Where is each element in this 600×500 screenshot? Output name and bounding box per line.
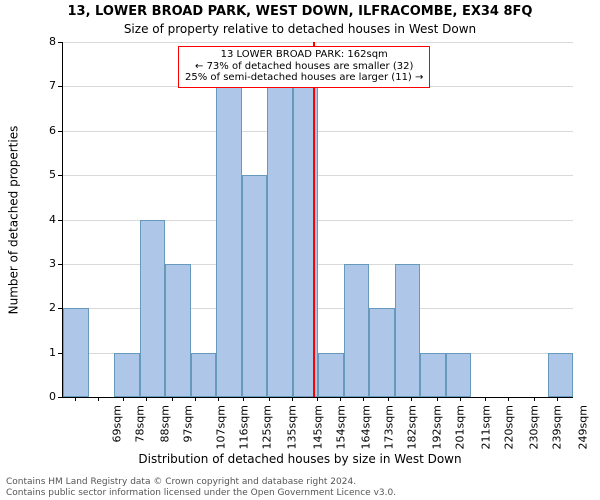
xtick-label: 78sqm [133,405,146,442]
ytick-label: 3 [16,257,56,270]
ytick-label: 1 [16,346,56,359]
xtick-label: 135sqm [285,405,298,449]
xtick-mark [411,397,412,401]
ytick-label: 2 [16,301,56,314]
xtick-mark [508,397,509,401]
xtick-mark [243,397,244,401]
xtick-mark [75,397,76,401]
xtick-label: 201sqm [454,405,467,449]
ytick-label: 6 [16,124,56,137]
xtick-mark [172,397,173,401]
ytick-mark [58,397,62,398]
chart-subtitle: Size of property relative to detached ho… [0,22,600,36]
histogram-bar [216,86,242,397]
xtick-mark [98,397,99,401]
ytick-mark [58,131,62,132]
xtick-mark [269,397,270,401]
xtick-mark [534,397,535,401]
ytick-mark [58,42,62,43]
chart-title: 13, LOWER BROAD PARK, WEST DOWN, ILFRACO… [0,4,600,19]
ytick-label: 8 [16,35,56,48]
xtick-mark [340,397,341,401]
histogram-bar [140,220,166,398]
x-axis-label: Distribution of detached houses by size … [0,452,600,466]
xtick-mark [460,397,461,401]
xtick-mark [123,397,124,401]
xtick-label: 211sqm [479,405,492,449]
xtick-mark [437,397,438,401]
histogram-bar [267,86,293,397]
histogram-bar [242,175,268,397]
xtick-mark [146,397,147,401]
ytick-label: 4 [16,213,56,226]
histogram-bar [114,353,140,397]
ytick-label: 0 [16,390,56,403]
xtick-label: 239sqm [551,405,564,449]
histogram-bar [344,264,370,397]
xtick-mark [388,397,389,401]
xtick-label: 192sqm [431,405,444,449]
footer-line-1: Contains HM Land Registry data © Crown c… [6,477,594,487]
ytick-mark [58,220,62,221]
ytick-label: 7 [16,79,56,92]
xtick-label: 182sqm [405,405,418,449]
xtick-label: 88sqm [159,405,172,442]
histogram-bar [548,353,574,397]
xtick-label: 220sqm [502,405,515,449]
xtick-label: 69sqm [110,405,123,442]
ytick-mark [58,86,62,87]
annotation-line: 25% of semi-detached houses are larger (… [185,72,423,84]
xtick-mark [485,397,486,401]
ytick-label: 5 [16,168,56,181]
footer-line-2: Contains public sector information licen… [6,488,594,498]
xtick-label: 116sqm [237,405,250,449]
xtick-mark [317,397,318,401]
xtick-mark [195,397,196,401]
histogram-bar [420,353,446,397]
xtick-label: 107sqm [214,405,227,449]
xtick-label: 97sqm [182,405,195,442]
xtick-mark [363,397,364,401]
ytick-mark [58,175,62,176]
gridline-h [63,131,573,132]
ytick-mark [58,264,62,265]
histogram-bar [318,353,344,397]
chart-container: 13, LOWER BROAD PARK, WEST DOWN, ILFRACO… [0,0,600,500]
histogram-bar [191,353,217,397]
annotation-line: ← 73% of detached houses are smaller (32… [185,61,423,73]
xtick-label: 164sqm [359,405,372,449]
annotation-line: 13 LOWER BROAD PARK: 162sqm [185,49,423,61]
histogram-bar [369,308,395,397]
gridline-h [63,175,573,176]
xtick-label: 145sqm [311,405,324,449]
histogram-bar [446,353,472,397]
xtick-mark [557,397,558,401]
xtick-label: 154sqm [334,405,347,449]
footer: Contains HM Land Registry data © Crown c… [6,477,594,498]
xtick-label: 173sqm [382,405,395,449]
xtick-label: 230sqm [528,405,541,449]
ytick-mark [58,353,62,354]
ytick-mark [58,308,62,309]
annotation-box: 13 LOWER BROAD PARK: 162sqm← 73% of deta… [178,46,430,88]
histogram-bar [395,264,421,397]
xtick-label: 249sqm [576,405,589,449]
xtick-mark [218,397,219,401]
histogram-bar [63,308,89,397]
plot-area: 13 LOWER BROAD PARK: 162sqm← 73% of deta… [62,42,573,398]
histogram-bar [165,264,191,397]
gridline-h [63,42,573,43]
marker-line [313,42,315,397]
xtick-mark [292,397,293,401]
xtick-label: 125sqm [260,405,273,449]
